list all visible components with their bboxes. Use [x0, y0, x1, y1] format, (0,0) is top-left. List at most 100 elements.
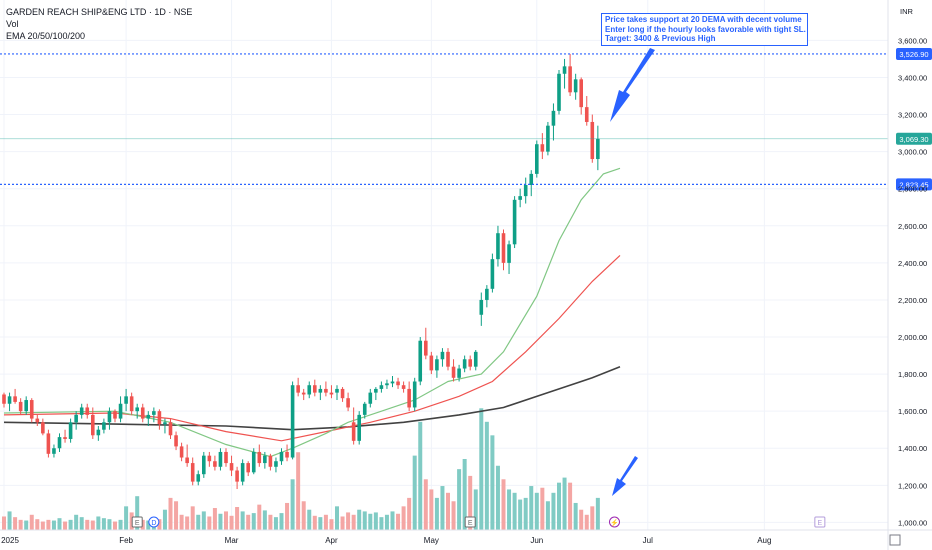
candle-body	[518, 196, 522, 200]
volume-bar	[235, 507, 240, 530]
candle-body	[568, 66, 572, 93]
volume-bar	[201, 511, 206, 530]
price-level-label: 2,823.45	[899, 180, 928, 189]
volume-bar	[346, 512, 351, 530]
volume-bar	[224, 511, 228, 530]
ema-label[interactable]: EMA 20/50/100/200	[6, 31, 86, 41]
volume-bar	[523, 497, 528, 530]
candle-body	[18, 401, 23, 412]
candle-body	[301, 392, 306, 395]
volume-bar	[329, 519, 334, 530]
candle-body	[468, 359, 472, 367]
price-level-tag	[896, 47, 932, 60]
volume-bar	[113, 521, 117, 530]
candle-body	[351, 422, 356, 441]
price-level-label: 3,526.90	[899, 50, 928, 59]
candle-body	[507, 244, 511, 263]
volume-bar	[423, 479, 428, 530]
candle-body	[79, 407, 84, 415]
candle-body	[396, 381, 400, 386]
volume-bar	[285, 502, 290, 530]
volume-label[interactable]: Vol	[6, 19, 19, 29]
candle-body	[318, 388, 323, 393]
candle-body	[290, 385, 295, 458]
candle-body	[324, 388, 328, 393]
candle-body	[96, 429, 101, 436]
volume-bar	[2, 516, 6, 530]
candle-body	[313, 385, 317, 393]
candle-body	[263, 455, 267, 464]
candle-body	[63, 437, 67, 439]
volume-bar	[124, 506, 129, 530]
candle-body	[74, 414, 78, 423]
candle-body	[557, 73, 561, 111]
candle-body	[91, 414, 95, 436]
volume-bar	[440, 486, 445, 530]
volume-bar	[24, 520, 29, 530]
candle-body	[346, 398, 350, 408]
event-marker	[609, 516, 620, 528]
volume-bar	[13, 517, 18, 530]
volume-bar	[57, 518, 62, 530]
volume-bar	[273, 517, 278, 530]
candle-body	[35, 418, 40, 423]
candle-body	[512, 199, 517, 245]
ema20-line	[3, 167, 621, 458]
ema100-line	[3, 365, 621, 431]
volume-bar	[573, 502, 578, 530]
volume-bar	[179, 514, 184, 530]
y-tick-label: 3,000.00	[898, 148, 927, 157]
candle-body	[340, 388, 345, 399]
volume-bar	[362, 511, 367, 530]
candle-body	[46, 433, 51, 454]
volume-bar	[246, 514, 251, 530]
candle-body	[446, 351, 450, 367]
volume-bar	[318, 517, 323, 530]
price-level-tag	[896, 178, 932, 191]
volume-bar	[101, 518, 106, 530]
candle-body	[462, 359, 467, 369]
volume-bar	[557, 482, 561, 530]
candle-body	[124, 396, 128, 404]
x-tick-label: Jul	[643, 536, 653, 545]
candle-body	[479, 299, 484, 315]
volume-bar	[135, 496, 140, 530]
volume-bar	[501, 479, 506, 530]
volume-bar	[595, 497, 600, 530]
volume-bar	[279, 513, 284, 530]
volume-bar	[7, 511, 12, 530]
volume-bar	[340, 516, 345, 530]
volume-bar	[162, 509, 167, 530]
candle-body	[490, 259, 495, 289]
volume-bar	[545, 501, 550, 530]
volume-bar	[396, 513, 401, 530]
volume-bar	[379, 517, 384, 530]
symbol-title[interactable]: GARDEN REACH SHIP&ENG LTD · 1D · NSE	[6, 7, 193, 17]
volume-bar	[63, 521, 68, 530]
volume-bar	[518, 499, 523, 530]
candle-body	[185, 457, 189, 464]
candle-body	[135, 407, 139, 412]
volume-bar	[540, 487, 545, 530]
candle-body	[584, 107, 589, 122]
candle-body	[473, 351, 478, 367]
candle-body	[146, 414, 151, 419]
candle-body	[129, 396, 134, 412]
candle-body	[429, 355, 434, 371]
volume-bar	[418, 421, 423, 530]
annotation-note[interactable]: Price takes support at 20 DEMA with dece…	[601, 13, 808, 46]
volume-bar	[96, 516, 101, 530]
candle-body	[118, 403, 123, 419]
volume-bar	[446, 492, 450, 530]
volume-bar	[534, 492, 539, 530]
y-tick-label: 1,800.00	[898, 370, 927, 379]
candle-body	[374, 388, 378, 393]
volume-bar	[257, 504, 262, 530]
volume-bar	[590, 506, 595, 530]
volume-bar	[129, 512, 134, 530]
volume-bar	[262, 510, 267, 530]
candle-body	[596, 138, 600, 160]
x-tick-label: Mar	[225, 536, 239, 545]
marker-label: ⚡	[610, 518, 619, 527]
